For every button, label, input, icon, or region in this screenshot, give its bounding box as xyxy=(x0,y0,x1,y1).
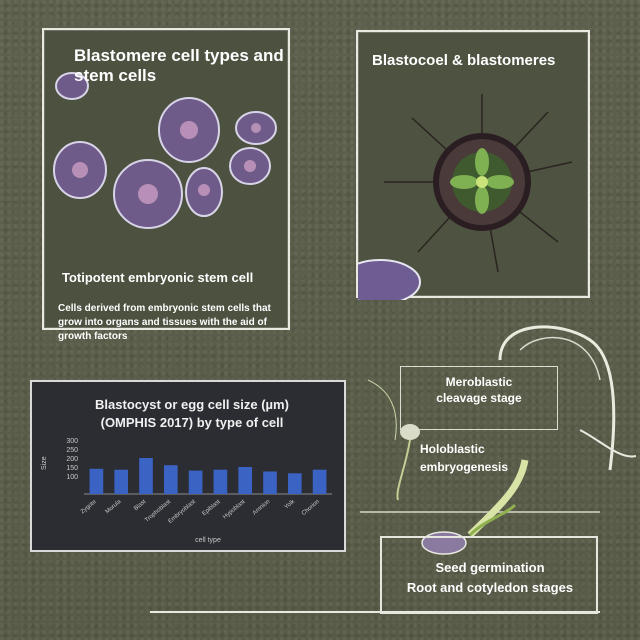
y-tick-label: 100 xyxy=(66,474,78,481)
meroblastic-line1: Meroblastic xyxy=(445,375,513,389)
label-box-seed xyxy=(380,536,598,614)
cells-panel-title: Blastomere cell types and stem cells xyxy=(74,46,284,85)
bar-9 xyxy=(312,469,327,494)
bar-1 xyxy=(114,469,129,494)
chart-title: Blastocyst or egg cell size (µm) (OMPHIS… xyxy=(52,396,332,432)
cells-panel-subtitle: Totipotent embryonic stem cell xyxy=(62,270,254,285)
meroblastic-label: Meroblastic cleavage stage xyxy=(404,374,554,406)
x-tick-label: Hypoblast xyxy=(222,499,247,521)
chart-title-line2: (OMPHIS 2017) by type of cell xyxy=(100,415,284,430)
meroblastic-line2: cleavage stage xyxy=(436,391,522,405)
bar-2 xyxy=(139,458,153,494)
chart-panel: Blastocyst or egg cell size (µm) (OMPHIS… xyxy=(30,380,346,552)
x-tick-label: Chorion xyxy=(301,499,321,517)
rosette-illustration xyxy=(358,94,573,300)
x-tick-label: Amnion xyxy=(252,499,271,517)
chart-title-line1: Blastocyst or egg cell size (µm) xyxy=(95,397,289,412)
x-tick-label: Blast xyxy=(133,499,147,512)
x-tick-label: Morula xyxy=(105,499,123,516)
rosette-panel: Blastocoel & blastomeres xyxy=(356,30,590,300)
bar-0 xyxy=(89,468,104,494)
seed-label: Seed germination Root and cotyledon stag… xyxy=(388,558,592,598)
seed-line2: Root and cotyledon stages xyxy=(406,580,574,595)
cells-illustration xyxy=(53,72,277,229)
y-tick-label: 200 xyxy=(66,456,78,463)
cells-panel-body: Cells derived from embryonic stem cells … xyxy=(58,303,271,342)
x-tick-label: Epiblast xyxy=(201,499,221,518)
bar-3 xyxy=(163,465,178,494)
x-tick-label: Embryoblast xyxy=(167,499,197,525)
cells-panel: Blastomere cell types and stem cells Tot… xyxy=(42,28,290,342)
holoblastic-label: Holoblastic embryogenesis xyxy=(420,440,540,476)
bar-8 xyxy=(287,473,302,494)
bar-4 xyxy=(188,470,203,494)
bar-6 xyxy=(238,467,253,494)
y-tick-label: 250 xyxy=(66,447,78,454)
y-axis-label: Size xyxy=(41,456,48,470)
rosette-panel-title: Blastocoel & blastomeres xyxy=(372,52,556,69)
x-axis-label: cell type xyxy=(195,537,221,544)
x-tick-label: Zygote xyxy=(80,499,98,516)
y-tick-label: 150 xyxy=(66,465,78,472)
bar-5 xyxy=(213,469,228,494)
label-box-meroblastic xyxy=(400,366,558,430)
holoblastic-line2: embryogenesis xyxy=(420,460,509,474)
seed-line1: Seed germination xyxy=(435,560,545,575)
x-tick-label: Yolk xyxy=(284,498,297,510)
y-tick-label: 300 xyxy=(66,438,78,445)
holoblastic-line1: Holoblastic xyxy=(420,442,485,456)
bar-7 xyxy=(263,471,277,494)
